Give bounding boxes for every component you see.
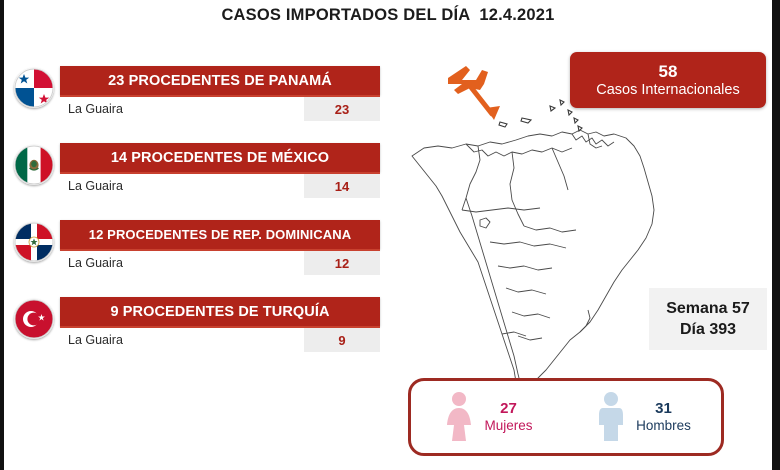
row-detail: La Guaira 23 bbox=[60, 95, 380, 121]
list-item: 9 PROCEDENTES DE TURQUÍA La Guaira 9 bbox=[4, 297, 394, 374]
imported-cases-list: 23 PROCEDENTES DE PANAMÁ La Guaira 23 bbox=[4, 66, 394, 374]
row-value: 12 bbox=[304, 249, 380, 275]
dominican-republic-flag-icon bbox=[14, 222, 54, 262]
international-cases-label: Casos Internacionales bbox=[596, 81, 740, 98]
turkey-flag-icon bbox=[14, 299, 54, 339]
period-panel: Semana 57 Día 393 bbox=[649, 288, 767, 350]
row-headline: 14 PROCEDENTES DE MÉXICO bbox=[60, 143, 380, 172]
day-label: Día 393 bbox=[679, 320, 737, 338]
list-item: 14 PROCEDENTES DE MÉXICO La Guaira 14 bbox=[4, 143, 394, 220]
women-label: Mujeres bbox=[484, 418, 533, 433]
men-label: Hombres bbox=[636, 418, 691, 433]
row-headline: 12 PROCEDENTES DE REP. DOMINICANA bbox=[60, 220, 380, 249]
row-detail: La Guaira 12 bbox=[60, 249, 380, 275]
row-detail: La Guaira 14 bbox=[60, 172, 380, 198]
row-value: 14 bbox=[304, 172, 380, 198]
panama-flag-icon bbox=[14, 68, 54, 108]
row-location: La Guaira bbox=[60, 326, 304, 352]
row-location: La Guaira bbox=[60, 249, 304, 275]
week-label: Semana 57 bbox=[666, 299, 750, 317]
women-count: 27 bbox=[500, 400, 517, 417]
row-location: La Guaira bbox=[60, 95, 304, 121]
men-text: 31 Hombres bbox=[636, 400, 691, 434]
row-detail: La Guaira 9 bbox=[60, 326, 380, 352]
slide-canvas: CASOS IMPORTADOS DEL DÍA 12.4.2021 bbox=[4, 0, 772, 470]
list-item: 23 PROCEDENTES DE PANAMÁ La Guaira 23 bbox=[4, 66, 394, 143]
female-icon bbox=[447, 392, 472, 441]
row-value: 9 bbox=[304, 326, 380, 352]
list-item: 12 PROCEDENTES DE REP. DOMINICANA La Gua… bbox=[4, 220, 394, 297]
south-america-map bbox=[382, 60, 682, 405]
international-cases-count: 58 bbox=[658, 61, 678, 81]
men-stat: 31 Hombres bbox=[566, 391, 721, 443]
gender-breakdown-panel: 27 Mujeres 31 Hombres bbox=[408, 378, 724, 456]
international-cases-badge: 58 Casos Internacionales bbox=[570, 52, 766, 108]
row-headline: 9 PROCEDENTES DE TURQUÍA bbox=[60, 297, 380, 326]
mexico-flag-icon bbox=[14, 145, 54, 185]
row-location: La Guaira bbox=[60, 172, 304, 198]
airplane-arrival-icon bbox=[436, 52, 526, 122]
women-text: 27 Mujeres bbox=[484, 400, 532, 434]
row-headline: 23 PROCEDENTES DE PANAMÁ bbox=[60, 66, 380, 95]
row-value: 23 bbox=[304, 95, 380, 121]
women-stat: 27 Mujeres bbox=[411, 391, 566, 443]
male-icon bbox=[599, 392, 624, 441]
page-title: CASOS IMPORTADOS DEL DÍA 12.4.2021 bbox=[221, 6, 555, 24]
men-count: 31 bbox=[655, 400, 672, 417]
